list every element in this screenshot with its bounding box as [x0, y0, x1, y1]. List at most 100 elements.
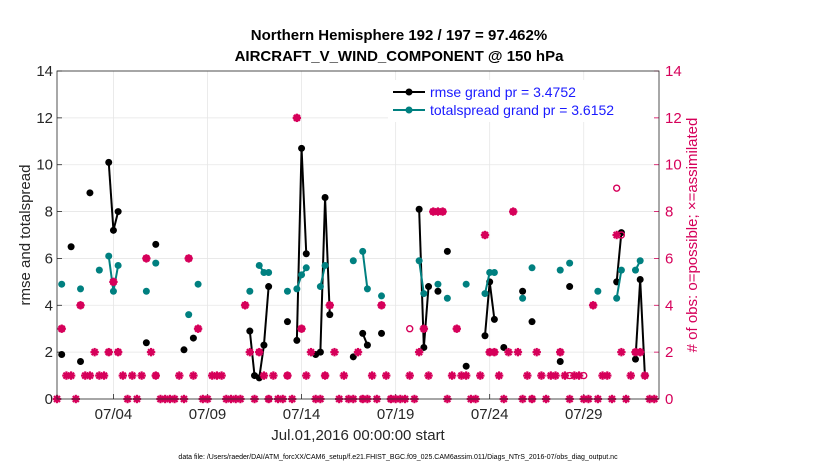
rmse-point [316, 348, 324, 356]
obs-assimilated-marker [438, 207, 447, 216]
rmse-point [359, 329, 367, 337]
totalspread-point [185, 311, 193, 319]
obs-assimilated-marker [532, 347, 541, 357]
totalspread-point [481, 290, 489, 298]
obs-assimilated-marker [146, 347, 156, 357]
totalspread-point [316, 283, 324, 291]
rmse-line-segment [295, 148, 303, 341]
rmse-point [378, 329, 386, 337]
totalspread-point [631, 266, 639, 274]
y2-tick-label: 12 [665, 110, 682, 127]
rmse-point [77, 358, 85, 366]
obs-assimilated-marker [509, 207, 518, 216]
rmse-line-segment [488, 281, 496, 320]
totalspread-point [594, 287, 602, 295]
y2-tick-label: 10 [665, 157, 682, 174]
totalspread-point [77, 285, 85, 293]
y-axis-label: rmse and totalspread [17, 165, 34, 306]
rmse-point [67, 243, 75, 251]
totalspread-point [528, 264, 536, 272]
y-tick-label: 14 [36, 63, 53, 80]
x-axis-label: Jul.01,2016 00:00:00 start [271, 427, 445, 444]
obs-assimilated-marker [537, 371, 546, 380]
plot-frame [56, 70, 660, 400]
rmse-point [142, 339, 150, 347]
totalspread-point [434, 280, 442, 288]
y-tick-label: 8 [45, 204, 53, 221]
totalspread-point [566, 259, 574, 267]
obs-assimilated-marker [640, 371, 650, 380]
y-tick-label: 0 [45, 391, 53, 408]
y-tick-label: 10 [36, 157, 53, 174]
obs-assimilated-marker [353, 347, 363, 357]
y2-tick-label: 6 [665, 250, 673, 267]
legend-spread-label: totalspread grand pr = 3.6152 [430, 102, 614, 118]
totalspread-point [302, 264, 310, 272]
rmse-line-segment [258, 344, 265, 379]
totalspread-point [95, 266, 103, 274]
obs-assimilated-marker [76, 301, 85, 310]
obs-assimilated-marker [476, 371, 485, 380]
obs-assimilated-marker [99, 371, 109, 380]
obs-possible-marker [612, 184, 621, 192]
totalspread-point [556, 266, 564, 274]
obs-assimilated-marker [320, 371, 330, 380]
y2-tick-label: 2 [665, 344, 673, 361]
totalspread-point [194, 280, 202, 288]
obs-assimilated-marker [513, 347, 523, 357]
totalspread-point [443, 294, 451, 302]
legend-rmse-marker [405, 88, 413, 96]
obs-assimilated-marker [551, 371, 560, 380]
rmse-point [283, 318, 291, 326]
legend-spread-marker [405, 106, 413, 114]
y-tick-label: 6 [45, 250, 53, 267]
y2-tick-label: 0 [665, 391, 673, 408]
obs-assimilated-marker [113, 347, 123, 357]
rmse-point [302, 250, 310, 258]
obs-assimilated-marker [184, 254, 193, 263]
obs-assimilated-marker [626, 371, 635, 380]
obs-assimilated-marker [556, 347, 565, 357]
rmse-line-segment [422, 286, 430, 348]
totalspread-point [114, 261, 122, 269]
x-tick-label: 07/19 [377, 406, 415, 423]
obs-assimilated-marker [461, 371, 471, 380]
totalspread-point [321, 261, 329, 269]
chart-marks [52, 113, 659, 404]
rmse-point [58, 350, 66, 358]
totalspread-point [283, 287, 291, 295]
footer-file-path: data file: /Users/raeder/DAI/ATM_forcXX/… [178, 454, 618, 461]
rmse-point [180, 346, 188, 354]
rmse-point [434, 287, 442, 295]
obs-assimilated-marker [560, 371, 570, 380]
totalspread-point [420, 290, 428, 298]
rmse-point [260, 341, 268, 349]
rmse-line-segment [483, 281, 491, 336]
obs-assimilated-marker [292, 113, 302, 123]
rmse-line-segment [107, 162, 115, 231]
obs-assimilated-marker [217, 371, 226, 380]
legend-rmse-label: rmse grand pr = 3.4752 [430, 84, 576, 100]
totalspread-point [152, 259, 160, 267]
x-tick-label: 07/04 [95, 406, 133, 423]
y-axis-right: 0 2 4 6 8 10 12 14 [654, 63, 682, 408]
obs-assimilated-marker [306, 347, 316, 357]
y-axis-left: 0 2 4 6 8 10 12 14 [36, 63, 62, 408]
y-tick-label: 12 [36, 110, 53, 127]
rmse-point [86, 189, 94, 197]
rmse-point [109, 226, 117, 234]
obs-assimilated-marker [90, 347, 99, 357]
obs-assimilated-marker [255, 347, 264, 357]
rmse-line-segment [615, 232, 623, 282]
obs-assimilated-marker [447, 371, 457, 380]
rmse-point [443, 247, 451, 255]
rmse-point [105, 158, 113, 166]
obs-assimilated-marker [269, 371, 278, 380]
obs-assimilated-marker [588, 301, 598, 310]
totalspread-point [519, 294, 527, 302]
totalspread-point [349, 257, 357, 265]
rmse-point [326, 311, 334, 319]
totalspread-line-segment [418, 260, 425, 294]
obs-assimilated-marker [330, 347, 339, 357]
obs-assimilated-marker [66, 371, 76, 380]
